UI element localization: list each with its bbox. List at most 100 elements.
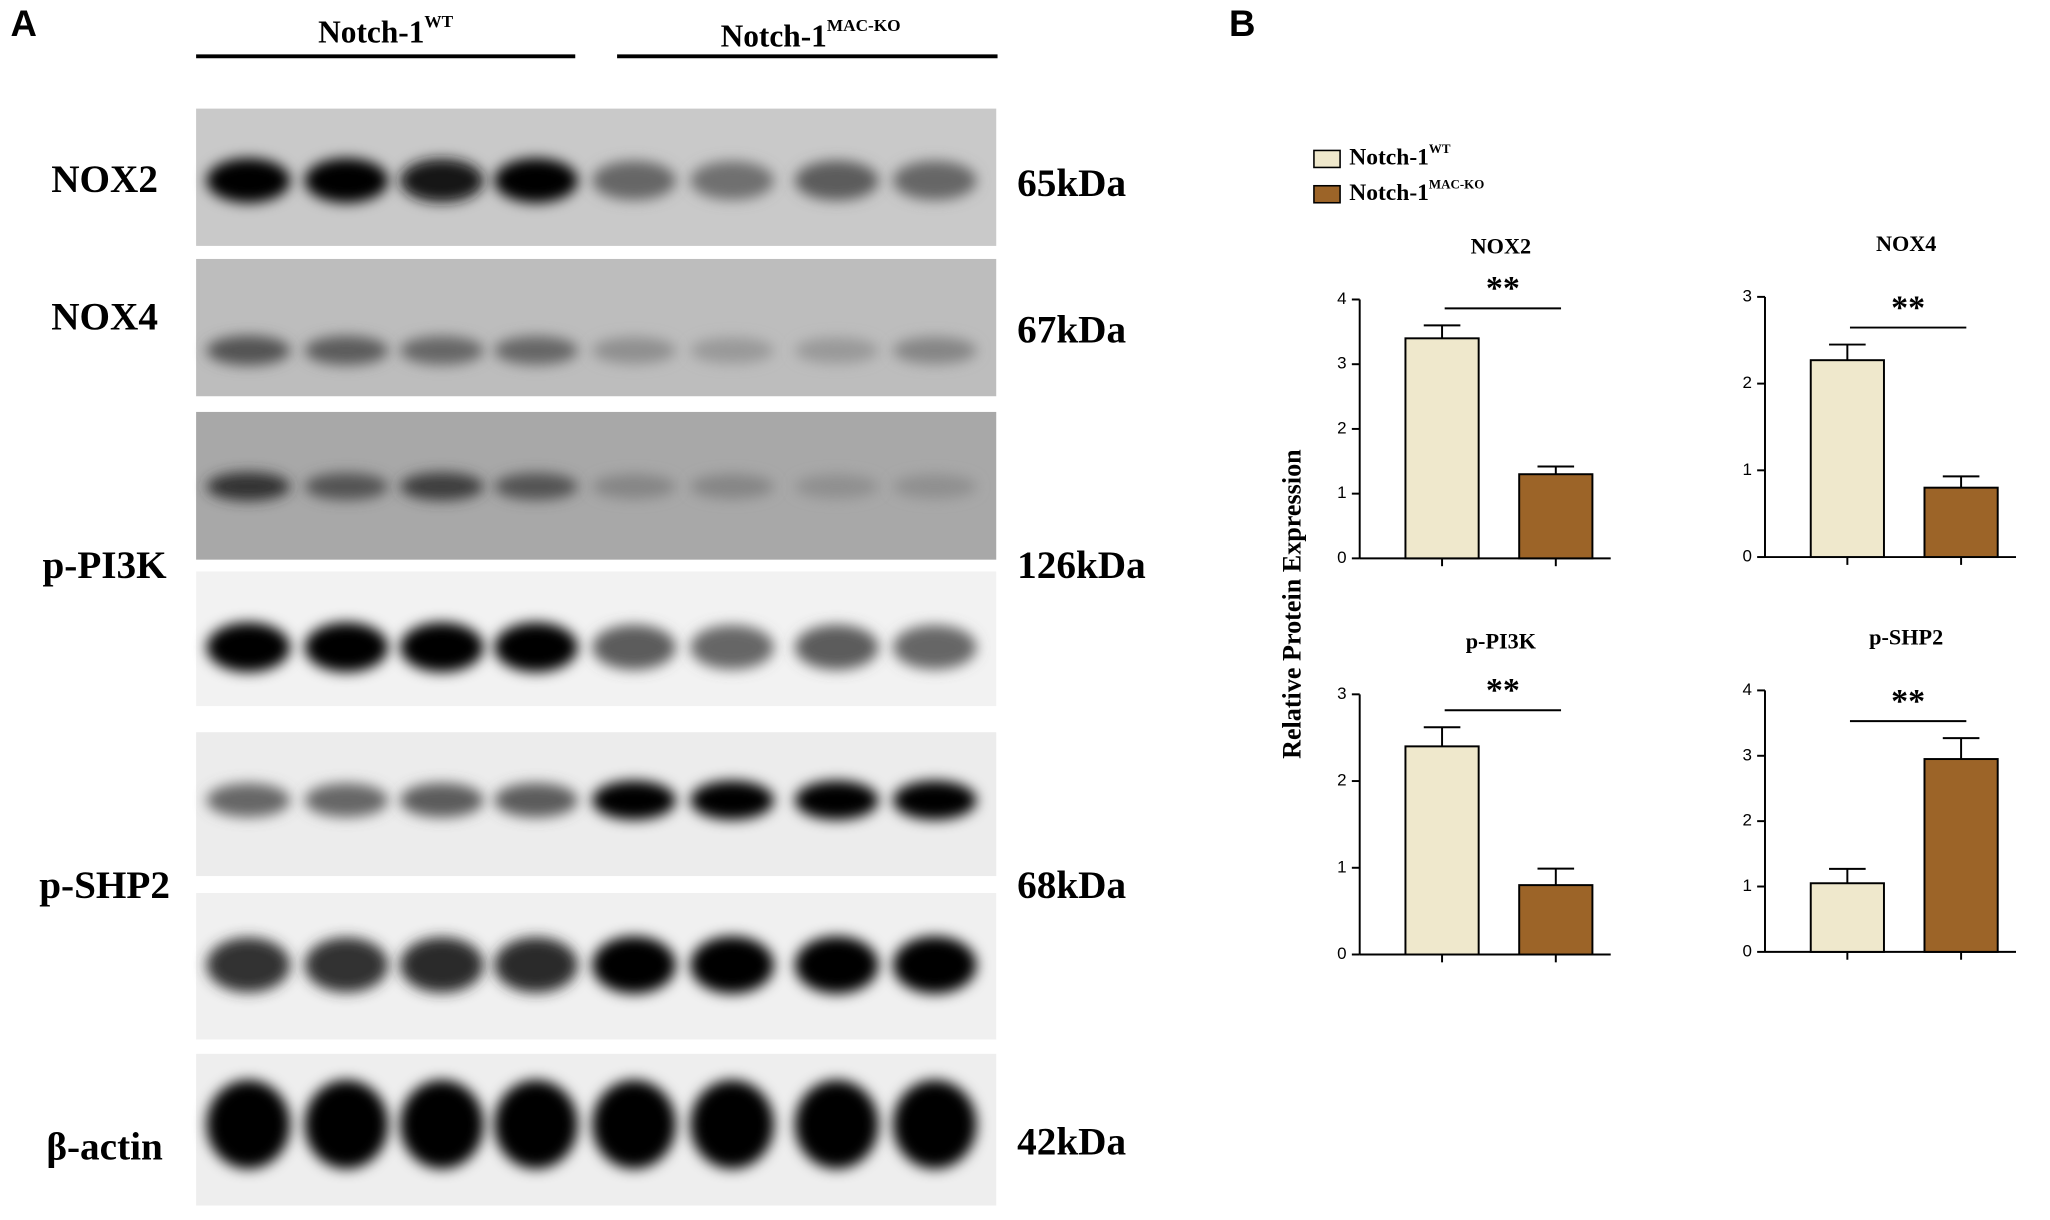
blot-band bbox=[400, 937, 484, 993]
blot-band bbox=[592, 624, 676, 670]
blot-band bbox=[494, 937, 578, 993]
blot-band bbox=[892, 474, 977, 499]
significance-label: ** bbox=[1891, 289, 1925, 326]
chart-title: NOX4 bbox=[1876, 231, 1936, 256]
protein-label: NOX2 bbox=[51, 158, 158, 201]
blot-band bbox=[690, 1080, 774, 1169]
group-label-name: Notch-1 bbox=[721, 19, 827, 54]
y-tick-label: 4 bbox=[1337, 289, 1346, 308]
y-tick-label: 3 bbox=[1742, 745, 1751, 764]
bar bbox=[1809, 359, 1885, 559]
blot-band bbox=[690, 474, 774, 499]
protein-label: NOX4 bbox=[51, 295, 158, 338]
significance-label: ** bbox=[1891, 683, 1925, 720]
y-tick-label: 1 bbox=[1337, 857, 1346, 876]
chart-title: NOX2 bbox=[1471, 234, 1531, 259]
blot-band bbox=[690, 161, 774, 200]
blot-band bbox=[592, 936, 676, 994]
bar bbox=[1923, 758, 1999, 953]
y-tick-label: 2 bbox=[1742, 373, 1751, 392]
blot-band bbox=[892, 936, 977, 994]
y-tick-label: 1 bbox=[1742, 460, 1751, 479]
blot-band bbox=[206, 472, 291, 501]
legend-label-sup: WT bbox=[1429, 141, 1451, 156]
bar bbox=[1404, 337, 1480, 560]
blot-band bbox=[206, 158, 291, 203]
blot-band bbox=[892, 780, 977, 820]
blot-band bbox=[206, 937, 291, 993]
blot-band bbox=[690, 337, 774, 364]
blot-band bbox=[206, 622, 291, 673]
blot-band bbox=[794, 780, 879, 820]
protein-label: β-actin bbox=[46, 1126, 163, 1169]
y-tick-label: 2 bbox=[1337, 418, 1346, 437]
bar bbox=[1809, 882, 1885, 953]
blot-band bbox=[304, 783, 389, 818]
blot-band bbox=[892, 160, 977, 201]
chart-title: p-PI3K bbox=[1466, 628, 1537, 653]
bar bbox=[1923, 486, 1999, 559]
legend-swatch bbox=[1313, 184, 1341, 204]
blot-band bbox=[400, 158, 484, 203]
protein-label: p-PI3K bbox=[42, 544, 167, 587]
panel-label: A bbox=[10, 3, 36, 44]
blot-band bbox=[494, 472, 578, 501]
error-bar bbox=[1829, 867, 1866, 884]
y-tick-label: 0 bbox=[1337, 944, 1346, 963]
significance-label: ** bbox=[1486, 672, 1520, 709]
legend-label: Notch-1MAC-KO bbox=[1349, 176, 1484, 206]
blot-band bbox=[592, 780, 676, 820]
molecular-weight: 67kDa bbox=[1017, 308, 1126, 351]
y-tick-label: 1 bbox=[1742, 876, 1751, 895]
y-tick-label: 0 bbox=[1742, 941, 1751, 960]
blot-band bbox=[400, 782, 484, 818]
group-label: Notch-1WT bbox=[318, 12, 454, 50]
blot-band bbox=[592, 1080, 676, 1169]
group-label: Notch-1MAC-KO bbox=[721, 16, 901, 54]
protein-label: p-SHP2 bbox=[39, 864, 170, 907]
legend-swatch bbox=[1313, 149, 1341, 169]
molecular-weight: 65kDa bbox=[1017, 162, 1126, 205]
y-tick-label: 1 bbox=[1337, 483, 1346, 502]
blot-band bbox=[690, 625, 774, 670]
y-axis-label: Relative Protein Expression bbox=[1277, 449, 1306, 759]
error-bar bbox=[1537, 867, 1575, 886]
blot-band bbox=[494, 158, 578, 203]
blot-band bbox=[304, 937, 389, 993]
blot-band bbox=[206, 783, 291, 818]
error-bar bbox=[1942, 475, 1980, 488]
y-tick-label: 3 bbox=[1742, 286, 1751, 305]
blot-band bbox=[304, 1080, 389, 1169]
blot-band bbox=[892, 1080, 977, 1169]
y-tick-label: 3 bbox=[1337, 354, 1346, 373]
blot-band bbox=[400, 472, 484, 501]
legend-label-name: Notch-1 bbox=[1349, 145, 1429, 171]
blot-band bbox=[794, 936, 879, 994]
legend-label: Notch-1WT bbox=[1349, 141, 1451, 171]
blot-band bbox=[206, 335, 291, 366]
y-tick-label: 4 bbox=[1742, 680, 1751, 699]
blot-band bbox=[304, 158, 389, 203]
y-tick-label: 3 bbox=[1337, 684, 1346, 703]
panel-label: B bbox=[1229, 3, 1255, 44]
blot-band bbox=[206, 1080, 291, 1169]
y-tick-label: 0 bbox=[1337, 548, 1346, 567]
molecular-weight: 68kDa bbox=[1017, 864, 1126, 907]
blot-band bbox=[794, 337, 879, 364]
y-tick-label: 2 bbox=[1337, 771, 1346, 790]
chart-title: p-SHP2 bbox=[1869, 625, 1943, 650]
bar bbox=[1404, 745, 1480, 956]
group-label-name: Notch-1 bbox=[318, 15, 424, 50]
significance-label: ** bbox=[1486, 270, 1520, 307]
blot-band bbox=[494, 622, 578, 673]
error-bar bbox=[1423, 324, 1461, 339]
blot-band bbox=[400, 622, 484, 673]
blot-band bbox=[592, 160, 676, 201]
error-bar bbox=[1423, 726, 1461, 747]
blot-band bbox=[892, 625, 977, 670]
blot-band bbox=[690, 936, 774, 994]
molecular-weight: 126kDa bbox=[1017, 544, 1146, 587]
molecular-weight: 42kDa bbox=[1017, 1120, 1126, 1163]
bar bbox=[1518, 884, 1594, 956]
